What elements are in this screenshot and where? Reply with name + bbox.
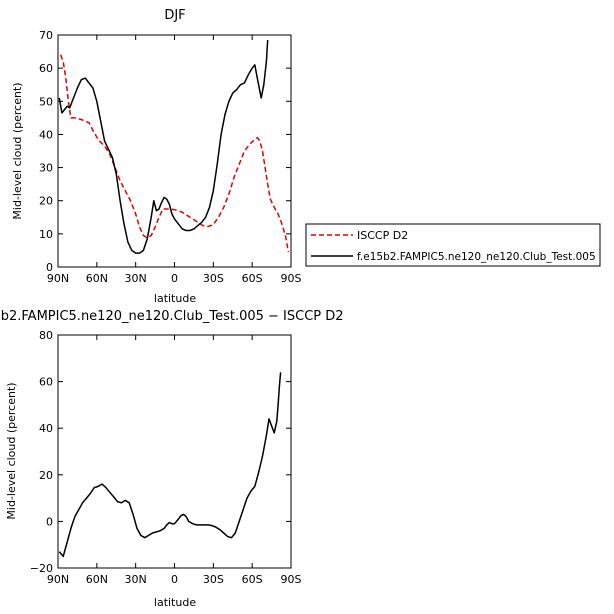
bottom-x-tick-label: 0 (171, 573, 178, 586)
legend-label-isccp: ISCCP D2 (357, 229, 408, 242)
bottom-y-axis-label: Mid-level cloud (percent) (5, 382, 18, 519)
top-y-tick-label: 40 (39, 128, 53, 141)
bottom-y-tick-label: −20 (30, 562, 53, 575)
bottom-x-tick-label: 30N (125, 573, 147, 586)
bottom-x-axis-label: latitude (154, 596, 196, 609)
top-y-tick-label: 0 (46, 261, 53, 274)
top-y-tick-label: 30 (39, 162, 53, 175)
difference-panel: f.e15b2.FAMPIC5.ne120_ne120.Club_Test.00… (0, 309, 344, 609)
bottom-series-lines (58, 372, 282, 558)
top-y-tick-label: 70 (39, 29, 53, 42)
bottom-y-tick-label: 40 (39, 422, 53, 435)
top-series-line-0 (59, 54, 290, 253)
bottom-y-tick-label: 80 (39, 329, 53, 342)
top-series-line-1 (58, 39, 269, 254)
top-x-tick-label: 0 (171, 272, 178, 285)
bottom-panel-title: f.e15b2.FAMPIC5.ne120_ne120.Club_Test.00… (0, 309, 344, 324)
bottom-x-tick-label: 60S (242, 573, 263, 586)
bottom-y-tick-label: 0 (46, 515, 53, 528)
top-x-tick-label: 60N (86, 272, 108, 285)
bottom-y-tick-label: 60 (39, 376, 53, 389)
top-y-tick-label: 50 (39, 95, 53, 108)
top-x-ticks: 90N 60N 30N 0 30S 60S 90S (47, 35, 302, 285)
bottom-x-tick-label: 60N (86, 573, 108, 586)
top-y-tick-label: 60 (39, 62, 53, 75)
top-y-axis-label: Mid-level cloud (percent) (11, 82, 24, 219)
bottom-x-tick-label: 90N (47, 573, 69, 586)
legend-box (305, 223, 601, 267)
legend-label-model: f.e15b2.FAMPIC5.ne120_ne120.Club_Test.00… (357, 251, 596, 263)
top-y-tick-label: 20 (39, 195, 53, 208)
top-panel-title: DJF (164, 8, 185, 23)
top-x-tick-label: 30N (125, 272, 147, 285)
top-y-ticks: 0 10 20 30 40 50 60 70 (39, 29, 291, 274)
top-y-tick-label: 10 (39, 228, 53, 241)
top-series-lines (58, 39, 290, 254)
top-x-tick-label: 90S (281, 272, 302, 285)
bottom-x-tick-label: 30S (203, 573, 224, 586)
bottom-x-ticks: 90N 60N 30N 0 30S 60S 90S (47, 335, 302, 586)
top-x-tick-label: 60S (242, 272, 263, 285)
top-x-tick-label: 90N (47, 272, 69, 285)
legend: ISCCP D2 f.e15b2.FAMPIC5.ne120_ne120.Clu… (305, 223, 601, 267)
bottom-y-ticks: −20 0 20 40 60 80 (30, 329, 291, 575)
bottom-plot-frame (57, 334, 292, 569)
bottom-y-tick-label: 20 (39, 469, 53, 482)
top-x-tick-label: 30S (203, 272, 224, 285)
bottom-series-line-0 (58, 372, 282, 558)
top-x-axis-label: latitude (154, 292, 196, 305)
bottom-x-tick-label: 90S (281, 573, 302, 586)
